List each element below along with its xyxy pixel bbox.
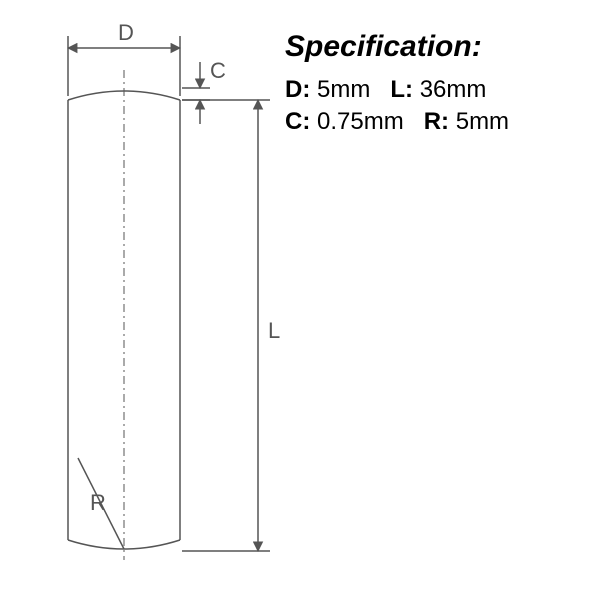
spec-line-1: D: 5mm L: 36mm — [285, 74, 585, 106]
specification-block: Specification: D: 5mm L: 36mm C: 0.75mm … — [285, 30, 585, 139]
spec-value-r: 5mm — [456, 108, 509, 135]
specification-title: Specification: — [285, 30, 585, 64]
label-d: D — [118, 20, 134, 45]
spec-value-c: 0.75mm — [317, 108, 404, 135]
spec-label-l: L: — [390, 76, 413, 103]
spec-label-d: D: — [285, 76, 310, 103]
pin-outline — [68, 91, 180, 549]
dim-c — [182, 62, 210, 124]
figure-container: R D C L Specification: D: — [0, 0, 600, 600]
label-r: R — [90, 490, 106, 515]
spec-value-l: 36mm — [420, 76, 487, 103]
spec-label-r: R: — [424, 108, 449, 135]
label-c: C — [210, 58, 226, 83]
dim-d — [68, 36, 180, 96]
spec-value-d: 5mm — [317, 76, 370, 103]
dim-l — [182, 100, 270, 551]
spec-line-2: C: 0.75mm R: 5mm — [285, 106, 585, 138]
label-l: L — [268, 318, 280, 343]
spec-label-c: C: — [285, 108, 310, 135]
